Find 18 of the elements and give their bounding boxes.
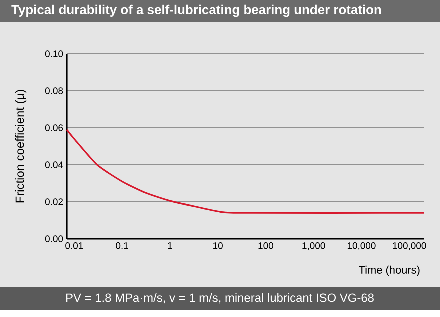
x-tick-label: 100 [258, 242, 274, 250]
y-tick-label: 0.02 [45, 198, 64, 206]
x-tick-label: 100,000 [393, 242, 426, 250]
y-axis-title: Friction coefficient (μ) [15, 90, 27, 203]
x-tick-label: 10 [214, 242, 223, 250]
x-axis-title: Time (hours) [359, 266, 420, 276]
x-tick-label: 10,000 [348, 242, 376, 250]
x-tick-label: 1 [168, 242, 172, 250]
x-tick-label: 0.1 [116, 242, 128, 250]
x-tick-label: 0.01 [66, 242, 84, 250]
text: PV = 1.8 MPa·m/s, v = 1 m/s, mineral lubricant ISO VG-68 [66, 293, 374, 304]
y-tick-label: 0.08 [45, 88, 64, 94]
y-tick-label: 0.04 [45, 162, 64, 168]
chart-title: Typical durability of a self-lubricating bearing under rotation [12, 4, 382, 18]
y-tick-label: 0.06 [45, 124, 64, 132]
x-tick-label: 1,000 [302, 242, 326, 250]
y-tick-label: 0.10 [45, 50, 64, 58]
y-tick-label: 0.00 [45, 236, 64, 242]
